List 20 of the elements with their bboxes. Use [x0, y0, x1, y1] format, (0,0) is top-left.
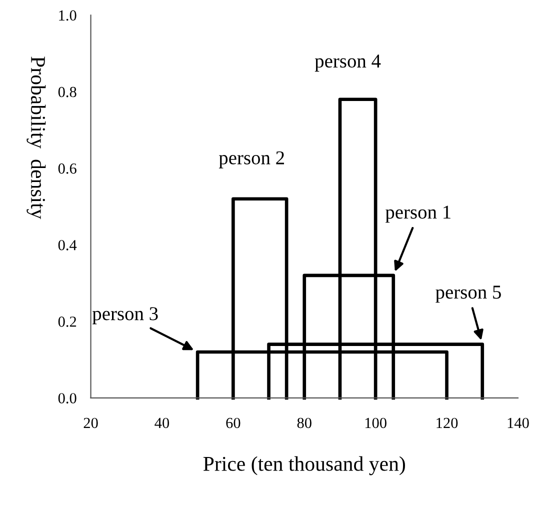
x-tick-label: 140: [508, 418, 529, 428]
y-tick-label: 1.0: [59, 10, 76, 21]
x-tick-label: 100: [365, 418, 386, 428]
y-tick-label: 0.2: [58, 316, 76, 327]
x-axis-title: Price (ten thousand yen): [203, 456, 405, 476]
x-tick-label: 40: [154, 418, 170, 428]
annotation: person 2: [218, 151, 284, 168]
y-tick-label: 0.4: [58, 240, 77, 250]
y-tick-label: 0.6: [58, 163, 76, 174]
y-tick-label: 0.0: [58, 393, 76, 404]
x-tick-label: 80: [297, 418, 312, 428]
x-tick-label: 120: [436, 418, 458, 428]
y-tick-label: 0.8: [58, 86, 76, 98]
x-tick-label: 20: [84, 418, 98, 428]
annotation: person 5: [436, 286, 501, 303]
y-axis-title: Probability density: [26, 56, 46, 220]
x-tick-label: 60: [226, 418, 240, 428]
annotation: person 4: [314, 54, 381, 72]
annotation: person 3: [92, 307, 158, 324]
annotation: person 1: [385, 206, 450, 223]
